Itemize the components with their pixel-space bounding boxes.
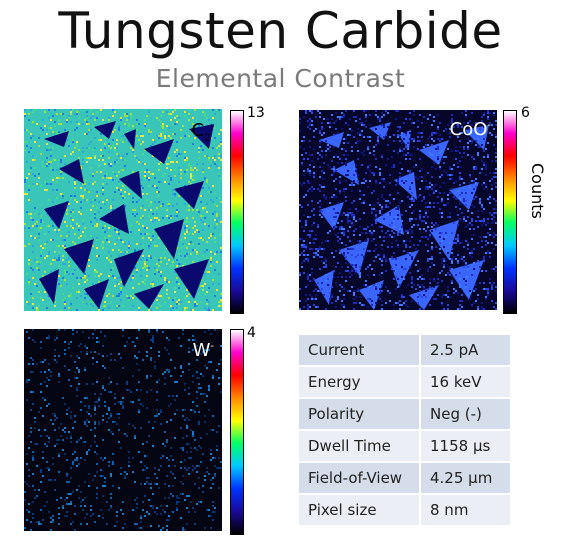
bright-grain <box>464 125 489 150</box>
dark-grain <box>44 201 69 229</box>
parameter-name: Energy <box>299 367 421 399</box>
dark-grain <box>124 129 136 149</box>
parameter-row: Current 2.5 pA <box>299 335 510 367</box>
c2-colorbar <box>230 110 244 314</box>
parameter-value: 1158 µs <box>421 431 510 463</box>
bright-grain <box>409 285 439 310</box>
acquisition-parameters-table: Current 2.5 pA Energy 16 keV Polarity Neg (-)… <box>299 335 510 527</box>
parameter-value: 8 nm <box>421 495 510 527</box>
dark-grain <box>154 219 184 259</box>
parameter-name: Current <box>299 335 421 367</box>
page-title: Tungsten Carbide <box>58 2 503 60</box>
dark-grain <box>189 124 214 149</box>
bright-grain <box>449 182 479 210</box>
coo-colorbar <box>503 110 517 314</box>
parameter-name: Pixel size <box>299 495 421 527</box>
dark-grain <box>94 121 116 139</box>
dark-grain <box>134 284 164 309</box>
dark-grain <box>174 181 204 209</box>
bright-grain <box>374 205 404 235</box>
parameter-value: 2.5 pA <box>421 335 510 367</box>
w-map-label: W- <box>192 340 214 361</box>
bright-grain <box>339 240 369 275</box>
dark-grain <box>119 171 142 199</box>
c2-intensity-map: C2- <box>24 109 222 311</box>
dark-grain <box>39 269 59 304</box>
w-colorbar-max: 4 <box>247 325 256 341</box>
parameter-row: Dwell Time 1158 µs <box>299 431 510 463</box>
coo-intensity-map: CoO- <box>299 110 497 310</box>
dark-grain <box>64 239 94 274</box>
bright-grain <box>334 160 359 185</box>
dark-grain <box>44 131 69 147</box>
parameter-row: Field-of-View 4.25 µm <box>299 463 510 495</box>
c2-map-label: C2- <box>191 120 214 144</box>
parameter-row: Pixel size 8 nm <box>299 495 510 527</box>
dark-grain <box>144 139 174 164</box>
parameter-value: Neg (-) <box>421 399 510 431</box>
page-subtitle: Elemental Contrast <box>155 64 406 93</box>
parameter-row: Polarity Neg (-) <box>299 399 510 431</box>
dark-grain <box>84 279 109 309</box>
parameter-name: Field-of-View <box>299 463 421 495</box>
dark-grain <box>174 259 209 299</box>
parameter-value: 16 keV <box>421 367 510 399</box>
w-colorbar <box>230 329 244 535</box>
colorbar-axis-label: Counts <box>528 163 547 219</box>
parameter-row: Energy 16 keV <box>299 367 510 399</box>
parameter-value: 4.25 µm <box>421 463 510 495</box>
bright-grain <box>319 202 344 230</box>
coo-colorbar-max: 6 <box>521 105 530 121</box>
bright-grain <box>319 132 344 148</box>
parameter-name: Dwell Time <box>299 431 421 463</box>
dark-grain <box>114 249 144 287</box>
coo-map-label: CoO- <box>449 119 491 140</box>
dark-grain <box>99 204 129 234</box>
c2-colorbar-max: 13 <box>247 105 265 121</box>
dark-grain <box>59 159 84 184</box>
parameter-name: Polarity <box>299 399 421 431</box>
w-intensity-map: W- <box>24 329 222 531</box>
